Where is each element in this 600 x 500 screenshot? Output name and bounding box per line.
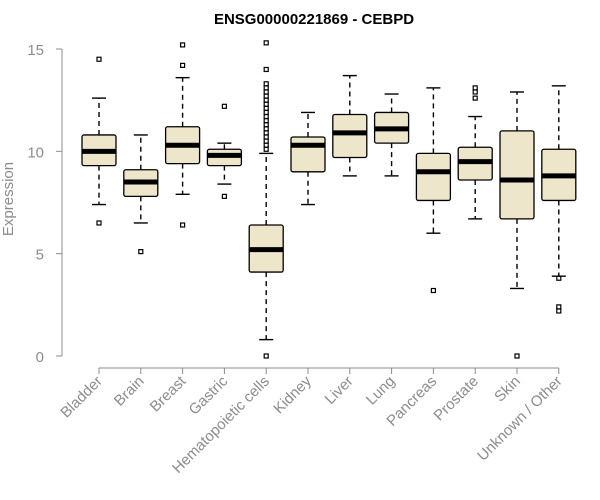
- x-tick-label: Lung: [363, 373, 399, 409]
- box-liver: [332, 74, 368, 177]
- outlier-point: [263, 93, 269, 99]
- outlier-point: [96, 56, 102, 62]
- box-skin: [499, 91, 535, 359]
- box-breast: [164, 42, 201, 228]
- box-series: [81, 40, 577, 359]
- outlier-point: [263, 138, 269, 144]
- y-tick-label: 5: [36, 247, 44, 264]
- box-pancreas: [415, 87, 452, 294]
- box-prostate: [457, 85, 493, 220]
- outlier-point: [263, 109, 269, 116]
- outlier-point: [263, 81, 269, 87]
- y-tick-label: 15: [27, 42, 44, 59]
- outlier-point: [263, 101, 269, 107]
- y-axis: 0 5 10 15: [27, 42, 63, 366]
- outlier-point: [263, 126, 269, 132]
- x-tick-label: Skin: [491, 373, 524, 406]
- outlier-point: [138, 249, 144, 255]
- x-tick-label: Brain: [111, 373, 148, 410]
- outlier-point: [263, 40, 269, 46]
- x-tick-label: Liver: [322, 373, 357, 408]
- y-axis-label: Expression: [0, 162, 17, 236]
- box-bladder: [81, 56, 117, 226]
- box-iqr: [290, 136, 326, 173]
- x-tick-label: Bladder: [57, 373, 106, 422]
- outlier-point: [556, 304, 562, 310]
- y-tick-label: 10: [27, 144, 44, 161]
- x-tick-label: Kidney: [270, 372, 315, 417]
- outlier-point: [263, 97, 269, 103]
- outlier-point: [430, 287, 436, 294]
- outlier-point: [263, 134, 269, 140]
- box-lung: [373, 93, 410, 177]
- outlier-point: [472, 89, 478, 95]
- outlier-point: [263, 130, 269, 136]
- outlier-point: [263, 113, 269, 120]
- outlier-point: [263, 146, 269, 152]
- outlier-point: [263, 105, 269, 111]
- outlier-point: [180, 42, 186, 48]
- outlier-point: [180, 62, 186, 68]
- box-hematopoietic-cells: [248, 40, 284, 359]
- box-iqr: [332, 113, 368, 159]
- outlier-point: [263, 89, 269, 95]
- box-gastric: [206, 103, 243, 199]
- outlier-point: [514, 353, 520, 359]
- outlier-point: [221, 193, 227, 199]
- box-kidney: [290, 111, 326, 206]
- outlier-point: [556, 308, 562, 314]
- box-brain: [123, 134, 159, 255]
- x-tick-label: Prostate: [430, 373, 482, 425]
- outlier-point: [472, 85, 478, 91]
- outlier-point: [263, 122, 269, 128]
- x-tick-label: Breast: [147, 372, 190, 415]
- chart-title: ENSG00000221869 - CEBPD: [214, 11, 414, 28]
- y-tick-label: 0: [36, 349, 44, 366]
- box-iqr: [415, 152, 452, 202]
- outlier-point: [263, 142, 269, 148]
- outlier-point: [263, 66, 269, 73]
- box-iqr: [499, 130, 535, 220]
- outlier-point: [263, 118, 269, 124]
- outlier-point: [472, 95, 478, 101]
- outlier-point: [96, 220, 102, 226]
- outlier-point: [180, 222, 186, 228]
- box-unknown-other: [541, 85, 577, 314]
- outlier-point: [263, 85, 269, 91]
- x-axis: [98, 367, 560, 374]
- outlier-point: [221, 103, 227, 109]
- outlier-point: [263, 353, 269, 359]
- outlier-point: [556, 275, 562, 281]
